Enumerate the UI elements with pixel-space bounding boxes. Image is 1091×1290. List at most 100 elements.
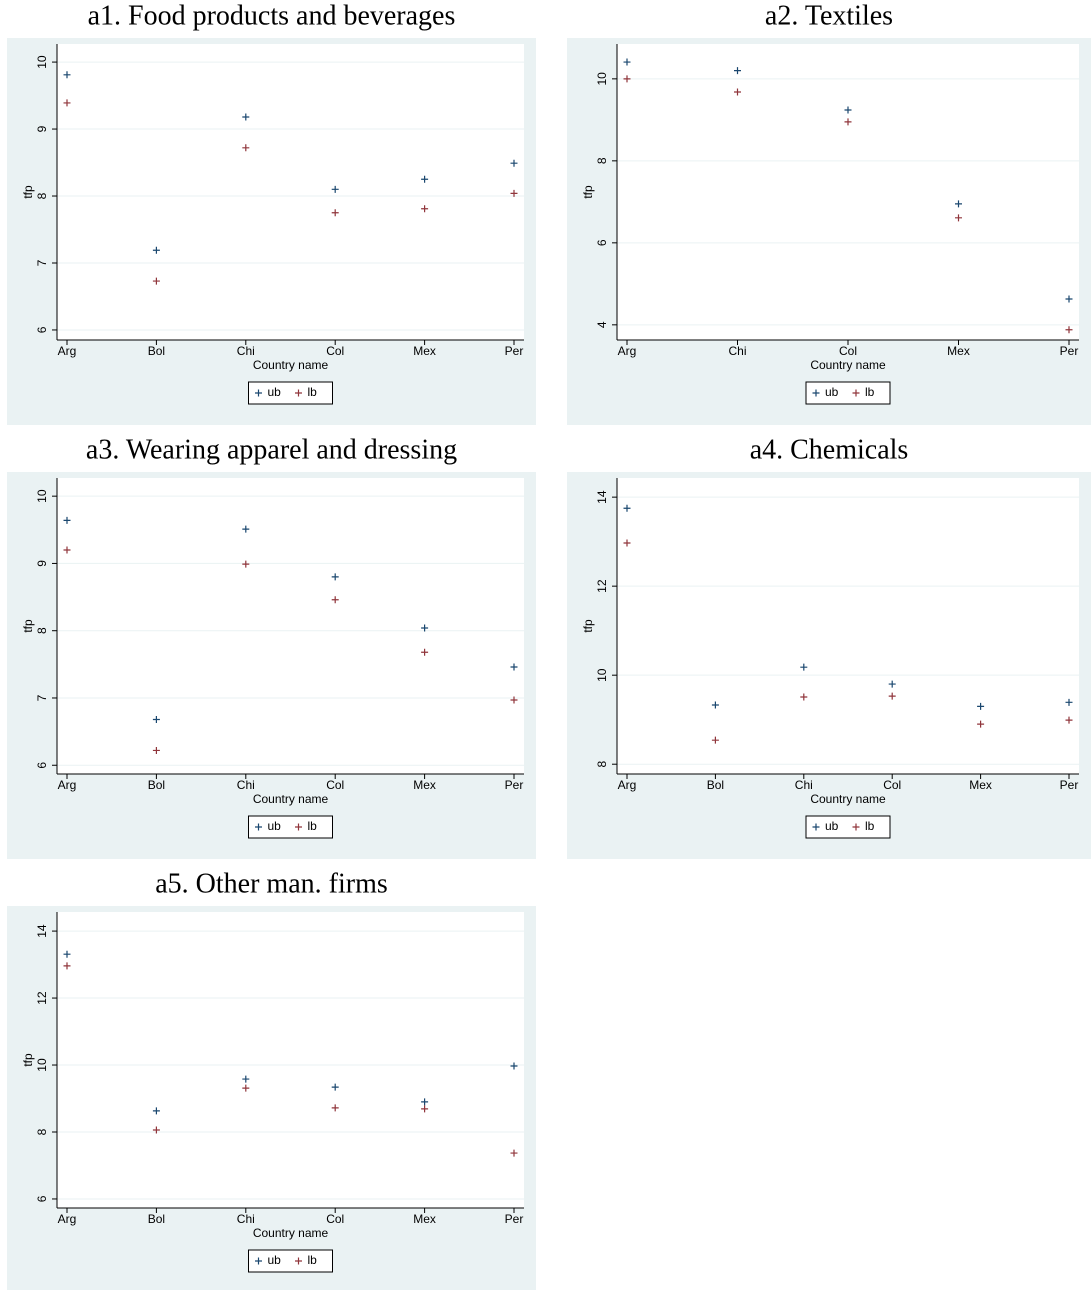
x-tick-label: Per [505,344,524,358]
y-axis-label: tfp [581,619,595,633]
marker [242,1075,250,1083]
marker [63,950,71,958]
marker [623,504,631,512]
y-tick-label: 10 [35,1058,49,1072]
legend-marker [852,389,860,397]
marker [421,1098,429,1106]
marker [421,1105,429,1113]
marker [844,118,852,126]
y-tick-label: 6 [595,239,609,246]
marker [421,624,429,632]
x-tick-label: Per [1060,344,1079,358]
x-tick-label: Col [839,344,857,358]
marker [977,702,985,710]
marker [510,663,518,671]
plot-area [57,44,524,340]
y-tick-label: 6 [35,326,49,333]
x-tick-label: Mex [413,344,436,358]
x-tick-label: Mex [947,344,970,358]
legend-label: ub [268,819,282,833]
marker [331,209,339,217]
y-tick-label: 12 [35,991,49,1005]
x-tick-label: Chi [237,778,255,792]
x-tick-label: Chi [237,344,255,358]
marker [242,560,250,568]
marker [800,693,808,701]
legend-label: lb [865,819,875,833]
legend-marker [295,1257,302,1265]
legend-marker [255,1257,262,1265]
y-tick-label: 10 [595,668,609,682]
y-axis-label: tfp [21,1053,35,1067]
marker [711,701,719,709]
plot-area [617,478,1079,774]
x-tick-label: Arg [58,778,77,792]
y-axis-label: tfp [581,185,595,199]
x-axis-label: Country name [810,358,886,372]
marker [734,88,741,96]
marker [63,546,71,554]
x-tick-label: Mex [413,1212,436,1226]
legend-marker [255,823,262,831]
chart-title: a3. Wearing apparel and dressing [86,434,457,465]
legend-box [248,815,333,839]
chart-title: a2. Textiles [765,0,893,31]
x-tick-label: Bol [707,778,724,792]
legend-box [805,381,891,405]
x-tick-label: Bol [148,344,165,358]
y-tick-label: 9 [35,125,49,132]
y-tick-label: 8 [35,627,49,634]
y-tick-label: 10 [35,489,49,503]
x-axis-label: Country name [810,792,886,806]
marker [331,596,339,604]
legend-box [805,815,891,839]
marker [63,71,71,79]
x-tick-label: Arg [618,344,637,358]
marker [1065,698,1073,706]
marker [800,663,808,671]
legend-label: lb [308,385,318,399]
marker [331,1083,339,1091]
marker [63,962,71,970]
x-tick-label: Arg [618,778,637,792]
marker [888,692,896,700]
marker [242,144,250,152]
x-tick-label: Chi [728,344,746,358]
legend-marker [812,823,820,831]
marker [510,1149,518,1157]
x-tick-label: Mex [413,778,436,792]
marker [152,1107,160,1115]
y-axis-label: tfp [21,185,35,199]
marker [977,720,985,728]
legend-marker [295,389,302,397]
legend-label: ub [268,1253,282,1267]
legend-label: lb [308,1253,318,1267]
marker [711,736,719,744]
y-tick-label: 7 [35,259,49,266]
marker [421,648,429,656]
legend-label: lb [308,819,318,833]
plot-area [57,912,524,1208]
y-tick-label: 6 [35,762,49,769]
x-axis-label: Country name [253,792,329,806]
y-tick-label: 14 [595,490,609,504]
marker [623,539,631,547]
marker [242,113,250,121]
marker [510,1062,518,1070]
y-tick-label: 4 [595,321,609,328]
y-tick-label: 8 [35,192,49,199]
y-tick-label: 10 [595,72,609,86]
y-tick-label: 10 [35,55,49,69]
marker [63,99,71,107]
y-tick-label: 14 [35,924,49,938]
chart-title: a5. Other man. firms [155,868,388,899]
legend-box [248,1249,333,1273]
x-tick-label: Col [883,778,901,792]
marker [1065,326,1073,334]
marker [510,189,518,197]
marker [1065,716,1073,724]
marker [331,1104,339,1112]
x-tick-label: Chi [795,778,813,792]
marker [152,716,160,724]
